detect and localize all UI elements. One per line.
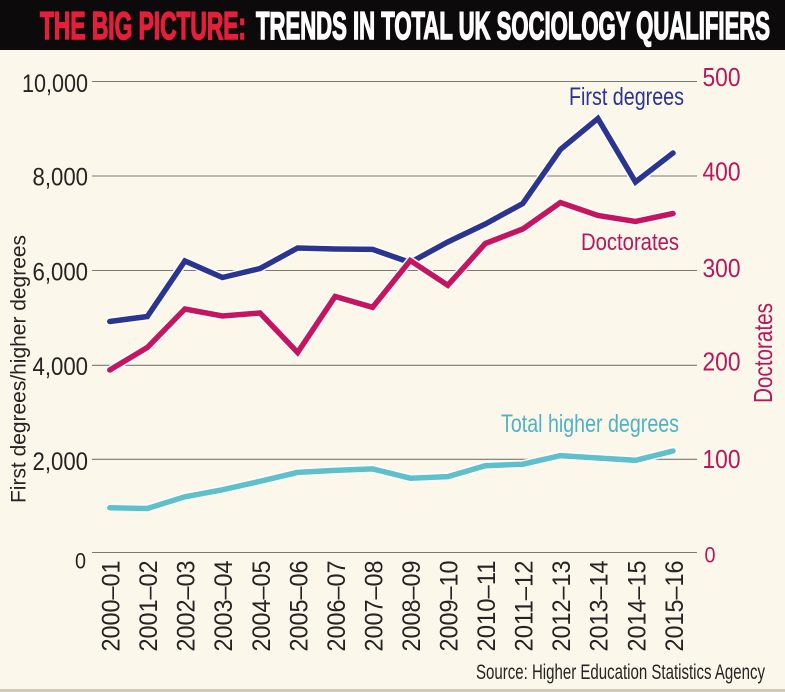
svg-text:2001–02: 2001–02 xyxy=(135,561,163,652)
svg-text:First degrees/higher degrees: First degrees/higher degrees xyxy=(7,235,31,503)
svg-text:2,000: 2,000 xyxy=(33,448,89,476)
svg-text:2011–12: 2011–12 xyxy=(511,561,539,652)
svg-text:First degrees: First degrees xyxy=(569,83,684,111)
svg-text:8,000: 8,000 xyxy=(33,164,89,192)
svg-text:2004–05: 2004–05 xyxy=(248,561,276,652)
svg-text:300: 300 xyxy=(703,253,741,283)
svg-text:4,000: 4,000 xyxy=(33,353,89,381)
svg-text:500: 500 xyxy=(703,62,741,92)
svg-text:2013–14: 2013–14 xyxy=(586,560,614,651)
svg-text:2008–09: 2008–09 xyxy=(398,561,426,652)
svg-text:100: 100 xyxy=(703,444,741,474)
svg-text:10,000: 10,000 xyxy=(22,70,88,98)
svg-text:2009–10: 2009–10 xyxy=(436,561,464,652)
svg-text:2010–11: 2010–11 xyxy=(473,561,501,652)
svg-text:TRENDS IN TOTAL UK SOCIOLOGY Q: TRENDS IN TOTAL UK SOCIOLOGY QUALIFIERS xyxy=(256,5,770,48)
svg-text:0: 0 xyxy=(75,549,86,574)
svg-text:2002–03: 2002–03 xyxy=(173,561,201,652)
svg-text:2005–06: 2005–06 xyxy=(285,561,313,652)
svg-text:2003–04: 2003–04 xyxy=(210,560,238,651)
svg-text:2014–15: 2014–15 xyxy=(623,561,651,652)
svg-text:200: 200 xyxy=(703,347,741,377)
svg-text:400: 400 xyxy=(703,157,741,187)
svg-text:2007–08: 2007–08 xyxy=(360,561,388,652)
svg-text:6,000: 6,000 xyxy=(33,259,89,287)
svg-text:THE BIG PICTURE:: THE BIG PICTURE: xyxy=(40,5,246,48)
svg-text:2000–01: 2000–01 xyxy=(98,561,126,652)
svg-text:Doctorates: Doctorates xyxy=(581,229,679,256)
svg-text:2015–16: 2015–16 xyxy=(661,561,689,652)
svg-text:Doctorates: Doctorates xyxy=(748,303,778,403)
svg-text:Total higher degrees: Total higher degrees xyxy=(501,410,679,438)
svg-text:Source: Higher Education Stati: Source: Higher Education Statistics Agen… xyxy=(476,661,765,684)
svg-text:2012–13: 2012–13 xyxy=(548,561,576,652)
svg-text:0: 0 xyxy=(705,543,716,568)
svg-text:2006–07: 2006–07 xyxy=(323,561,351,652)
